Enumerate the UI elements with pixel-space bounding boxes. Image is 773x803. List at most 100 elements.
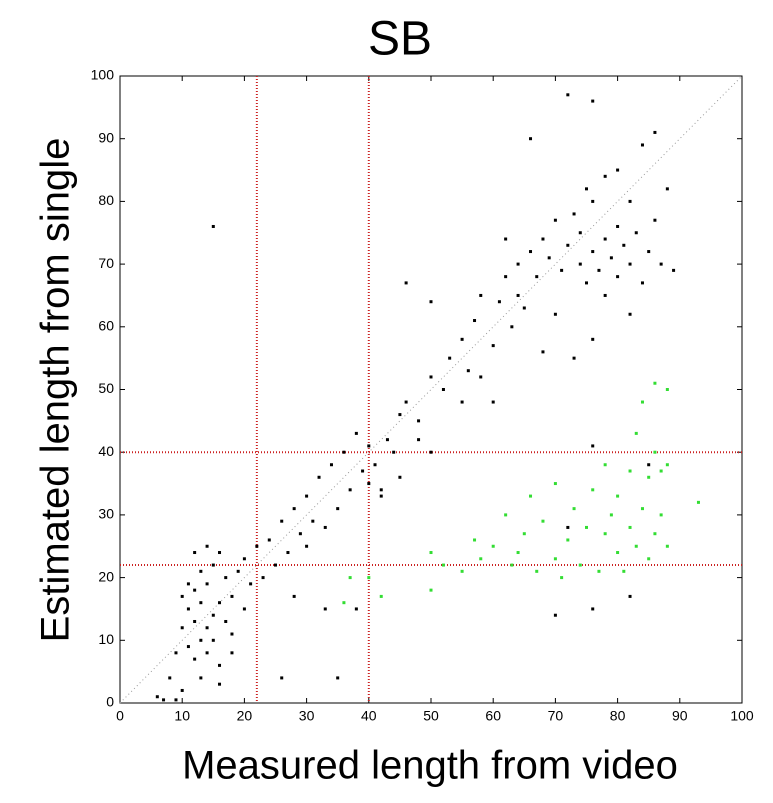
point — [373, 463, 377, 467]
point — [553, 557, 557, 561]
point — [230, 594, 234, 598]
point — [404, 400, 408, 404]
point — [460, 400, 464, 404]
point — [572, 507, 576, 511]
x-tick-label: 10 — [174, 708, 190, 724]
point — [218, 551, 222, 555]
point — [193, 551, 197, 555]
point — [603, 293, 607, 297]
point — [186, 582, 190, 586]
point — [591, 607, 595, 611]
point — [205, 582, 209, 586]
point — [292, 507, 296, 511]
point — [640, 143, 644, 147]
point — [342, 450, 346, 454]
point — [597, 268, 601, 272]
point — [242, 557, 246, 561]
point — [609, 256, 613, 260]
point — [162, 698, 166, 702]
point — [193, 657, 197, 661]
point — [616, 224, 620, 228]
point — [429, 450, 433, 454]
point — [429, 375, 433, 379]
point — [186, 645, 190, 649]
y-tick-label: 20 — [98, 568, 114, 584]
point — [541, 350, 545, 354]
x-axis-label: Measured length from video — [182, 744, 678, 788]
point — [572, 356, 576, 360]
point — [529, 494, 533, 498]
point — [255, 544, 259, 548]
point — [323, 525, 327, 529]
point — [205, 626, 209, 630]
y-tick-label: 30 — [98, 506, 114, 522]
point — [367, 576, 371, 580]
point — [653, 532, 657, 536]
point — [535, 569, 539, 573]
point — [491, 344, 495, 348]
point — [224, 576, 228, 580]
point — [429, 551, 433, 555]
point — [591, 337, 595, 341]
point — [628, 262, 632, 266]
x-tick-label: 60 — [485, 708, 501, 724]
point — [578, 231, 582, 235]
point — [398, 475, 402, 479]
point — [230, 651, 234, 655]
point — [591, 199, 595, 203]
point — [640, 281, 644, 285]
x-tick-label: 50 — [423, 708, 439, 724]
x-tick-label: 70 — [548, 708, 564, 724]
point — [665, 388, 669, 391]
point — [417, 419, 421, 423]
x-tick-label: 30 — [299, 708, 315, 724]
point — [479, 557, 483, 561]
point — [460, 337, 464, 341]
point — [329, 463, 333, 467]
point — [385, 438, 389, 442]
point — [578, 262, 582, 266]
y-tick-label: 90 — [98, 129, 114, 145]
point — [491, 400, 495, 404]
x-tick-label: 0 — [116, 708, 124, 724]
point — [616, 168, 620, 172]
point — [628, 525, 632, 529]
point — [305, 544, 309, 548]
point — [242, 607, 246, 611]
point — [274, 563, 277, 567]
y-tick-label: 100 — [91, 67, 115, 83]
point — [504, 275, 508, 279]
point — [585, 525, 588, 529]
point — [497, 300, 501, 304]
point — [603, 463, 607, 467]
point — [591, 99, 595, 103]
point — [665, 544, 669, 548]
point — [298, 532, 302, 536]
point — [323, 607, 327, 611]
point — [634, 544, 638, 548]
chart-title: SB — [368, 13, 432, 66]
point — [199, 676, 203, 680]
point — [317, 475, 321, 479]
point — [553, 218, 557, 222]
point — [491, 544, 495, 548]
point — [553, 312, 557, 316]
point — [640, 400, 644, 404]
y-tick-label: 40 — [98, 443, 114, 459]
point — [441, 563, 445, 567]
point — [267, 538, 271, 542]
point — [218, 682, 222, 686]
y-tick-label: 50 — [98, 380, 114, 396]
point — [174, 651, 178, 655]
y-tick-label: 0 — [106, 694, 114, 710]
point — [647, 250, 651, 254]
point — [616, 551, 620, 555]
point — [547, 256, 551, 260]
point — [591, 444, 595, 448]
point — [180, 626, 184, 630]
point — [696, 500, 700, 504]
point — [522, 306, 526, 310]
point — [529, 137, 533, 141]
point — [218, 663, 222, 667]
